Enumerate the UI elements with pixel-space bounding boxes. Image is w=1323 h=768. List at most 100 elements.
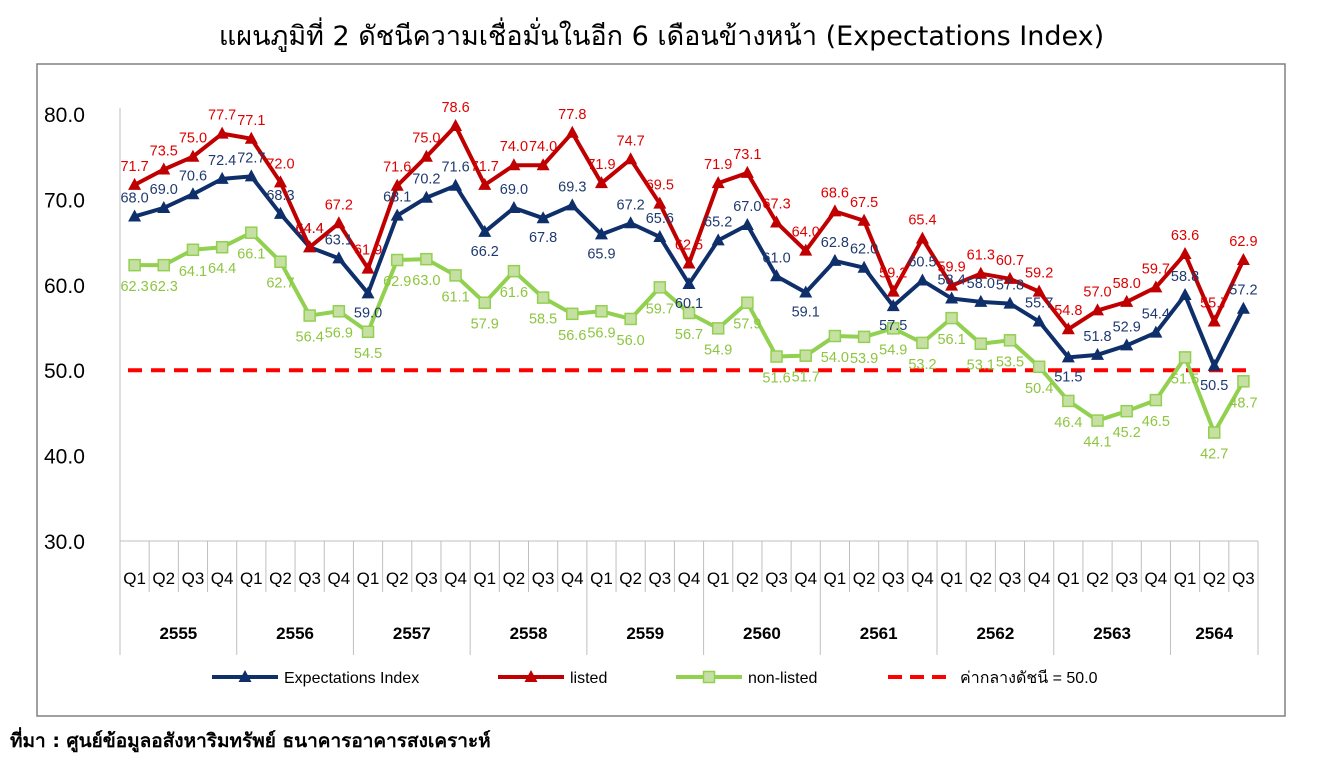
series-marker xyxy=(478,224,492,237)
x-tick-label: Q3 xyxy=(882,569,905,588)
series-marker xyxy=(478,296,491,309)
series-marker xyxy=(799,285,813,298)
data-label: 68.1 xyxy=(383,190,411,206)
series-marker xyxy=(945,278,959,291)
x-tick-label: Q1 xyxy=(123,569,146,588)
series-marker xyxy=(702,670,716,684)
x-tick-label: Q2 xyxy=(386,569,409,588)
year-label: 2557 xyxy=(393,624,431,643)
x-tick-label: Q1 xyxy=(940,569,963,588)
series-marker xyxy=(566,307,579,321)
data-label: 62.0 xyxy=(850,242,878,258)
series-marker xyxy=(682,276,696,289)
series-marker xyxy=(682,306,696,320)
data-label: 64.4 xyxy=(296,221,324,237)
data-label: 74.7 xyxy=(617,133,645,149)
data-label: 74.0 xyxy=(500,139,528,155)
x-tick-label: Q2 xyxy=(269,569,292,588)
x-tick-label: Q3 xyxy=(1232,569,1255,588)
data-label: 67.8 xyxy=(529,230,557,246)
series-marker xyxy=(449,118,463,131)
data-label: 56.6 xyxy=(558,328,586,344)
series-marker xyxy=(361,261,375,274)
data-label: 77.1 xyxy=(237,113,265,129)
data-label: 58.5 xyxy=(529,312,557,328)
legend-label: Expectations Index xyxy=(284,670,419,687)
data-label: 54.8 xyxy=(1054,303,1082,319)
series-marker xyxy=(1149,393,1163,407)
data-label: 71.6 xyxy=(441,160,469,176)
x-tick-label: Q2 xyxy=(619,569,642,588)
data-label: 59.2 xyxy=(1025,266,1053,282)
data-label: 68.0 xyxy=(120,190,148,206)
x-tick-label: Q1 xyxy=(473,569,496,588)
x-tick-label: Q4 xyxy=(444,569,467,588)
series-marker xyxy=(887,322,900,335)
series-marker xyxy=(244,169,258,182)
series-marker xyxy=(770,350,783,363)
series-marker xyxy=(215,240,229,254)
series-marker xyxy=(390,253,404,267)
x-tick-label: Q3 xyxy=(1115,569,1138,588)
data-label: 65.4 xyxy=(908,213,936,229)
legend-item: Expectations Index xyxy=(212,670,419,687)
x-tick-label: Q1 xyxy=(1057,569,1080,588)
series-marker xyxy=(1032,314,1046,327)
series-marker xyxy=(215,126,229,139)
data-label: 61.9 xyxy=(354,243,382,259)
series-marker xyxy=(332,305,346,318)
series-marker xyxy=(157,200,171,213)
data-label: 54.9 xyxy=(704,342,732,358)
data-label: 65.9 xyxy=(587,246,615,262)
series-marker xyxy=(974,337,988,350)
series-marker xyxy=(157,258,171,272)
data-label: 58.4 xyxy=(937,272,965,288)
data-label: 54.5 xyxy=(354,346,382,362)
data-label: 70.2 xyxy=(412,172,440,188)
data-label: 67.3 xyxy=(762,196,790,212)
series-marker xyxy=(828,253,842,266)
data-label: 60.7 xyxy=(996,253,1024,269)
series-marker xyxy=(507,264,521,278)
data-label: 56.9 xyxy=(587,325,615,341)
x-tick-label: Q2 xyxy=(736,569,759,588)
y-tick-label: 70.0 xyxy=(44,189,85,212)
x-tick-label: Q3 xyxy=(999,569,1022,588)
series-marker xyxy=(361,325,375,339)
y-tick-label: 60.0 xyxy=(44,275,85,298)
data-label: 56.9 xyxy=(325,325,353,341)
data-label: 60.5 xyxy=(908,255,936,271)
data-label: 58.8 xyxy=(1171,269,1199,285)
series-marker xyxy=(624,216,638,229)
series-marker xyxy=(1061,350,1075,363)
series-marker xyxy=(1120,404,1133,418)
data-label: 71.7 xyxy=(471,159,499,175)
data-label: 55.7 xyxy=(1200,296,1228,312)
year-label: 2563 xyxy=(1093,624,1131,643)
data-label: 62.5 xyxy=(675,237,703,253)
data-label: 75.0 xyxy=(179,131,207,147)
series-listed xyxy=(128,118,1250,335)
data-label: 51.6 xyxy=(762,371,790,387)
data-label: 75.0 xyxy=(412,131,440,147)
data-label: 53.1 xyxy=(967,358,995,374)
data-label: 78.6 xyxy=(441,100,469,116)
series-non-listed xyxy=(128,226,1250,439)
series-marker xyxy=(449,269,462,282)
series-marker xyxy=(945,311,958,325)
legend-item: listed xyxy=(498,670,607,687)
series-marker xyxy=(238,670,252,682)
data-label: 67.2 xyxy=(325,197,353,213)
data-label: 51.8 xyxy=(1083,329,1111,345)
series-marker xyxy=(273,175,287,188)
data-label: 53.2 xyxy=(908,357,936,373)
series-marker xyxy=(740,165,754,178)
series-marker xyxy=(536,158,550,171)
series-marker xyxy=(1032,284,1046,297)
y-tick-label: 50.0 xyxy=(44,360,85,383)
data-label: 62.3 xyxy=(150,279,178,295)
data-label: 61.0 xyxy=(762,250,790,266)
series-marker xyxy=(449,178,463,191)
series-marker xyxy=(186,243,200,257)
series-marker xyxy=(507,158,521,171)
